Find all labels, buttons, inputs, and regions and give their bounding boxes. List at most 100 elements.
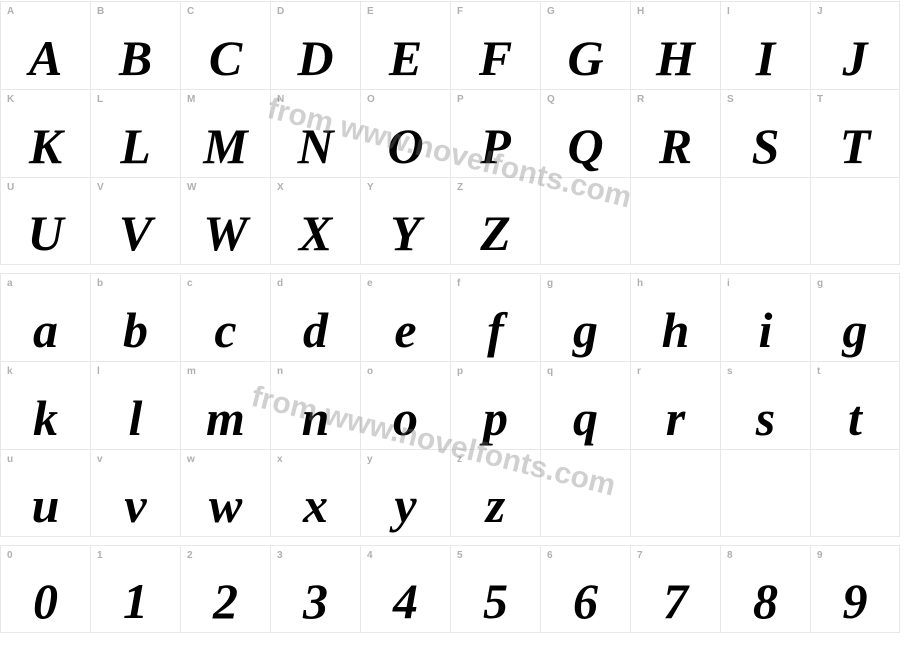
glyph-cell-label: p: [457, 366, 463, 377]
glyph-cell-glyph: t: [811, 393, 899, 443]
glyph-cell-label: l: [97, 366, 100, 377]
glyph-cell-glyph: M: [181, 121, 270, 171]
glyph-cell: cc: [180, 273, 270, 361]
glyph-cell: PP: [450, 89, 540, 177]
glyph-cell: yy: [360, 449, 450, 537]
glyph-cell-label: n: [277, 366, 283, 377]
glyph-cell-label: X: [277, 182, 284, 193]
glyph-cell: QQ: [540, 89, 630, 177]
glyph-cell: tt: [810, 361, 900, 449]
glyph-cell-label: N: [277, 94, 284, 105]
glyph-cell-label: u: [7, 454, 13, 465]
glyph-cell-label: R: [637, 94, 644, 105]
glyph-cell-label: f: [457, 278, 460, 289]
glyph-row: KKLLMMNNOOPPQQRRSSTT: [0, 89, 911, 177]
glyph-cell-glyph: P: [451, 121, 540, 171]
glyph-cell-label: 3: [277, 550, 283, 561]
glyph-row-group: aabbccddeeffgghhiiggkkllmmnnooppqqrrsstt…: [0, 273, 911, 537]
glyph-cell-label: A: [7, 6, 14, 17]
glyph-cell-glyph: 7: [631, 576, 720, 626]
glyph-cell-label: L: [97, 94, 103, 105]
glyph-cell: 77: [630, 545, 720, 633]
glyph-cell: nn: [270, 361, 360, 449]
glyph-cell-glyph: S: [721, 121, 810, 171]
glyph-cell: ww: [180, 449, 270, 537]
glyph-cell-glyph: l: [91, 393, 180, 443]
glyph-cell-glyph: k: [1, 393, 90, 443]
glyph-cell: DD: [270, 1, 360, 89]
glyph-cell: YY: [360, 177, 450, 265]
glyph-cell: OO: [360, 89, 450, 177]
glyph-cell: ee: [360, 273, 450, 361]
glyph-cell-glyph: X: [271, 208, 360, 258]
glyph-cell-label: T: [817, 94, 823, 105]
glyph-cell: [630, 449, 720, 537]
glyph-cell-label: m: [187, 366, 196, 377]
glyph-cell-label: 8: [727, 550, 733, 561]
glyph-cell: 55: [450, 545, 540, 633]
glyph-cell-glyph: w: [181, 480, 270, 530]
glyph-cell-glyph: f: [451, 305, 540, 355]
glyph-cell: TT: [810, 89, 900, 177]
glyph-cell-label: e: [367, 278, 373, 289]
glyph-cell-glyph: s: [721, 393, 810, 443]
glyph-cell: II: [720, 1, 810, 89]
glyph-cell: LL: [90, 89, 180, 177]
glyph-cell-label: c: [187, 278, 193, 289]
glyph-cell: [540, 177, 630, 265]
glyph-cell: uu: [0, 449, 90, 537]
glyph-cell: WW: [180, 177, 270, 265]
glyph-cell-glyph: G: [541, 33, 630, 83]
glyph-cell-label: Q: [547, 94, 555, 105]
glyph-cell-label: J: [817, 6, 823, 17]
glyph-cell-glyph: L: [91, 121, 180, 171]
glyph-cell-glyph: e: [361, 305, 450, 355]
glyph-cell: aa: [0, 273, 90, 361]
glyph-cell-glyph: 9: [811, 576, 899, 626]
glyph-cell: UU: [0, 177, 90, 265]
glyph-cell: SS: [720, 89, 810, 177]
glyph-cell: BB: [90, 1, 180, 89]
glyph-cell: EE: [360, 1, 450, 89]
glyph-cell-glyph: d: [271, 305, 360, 355]
glyph-cell-glyph: y: [361, 480, 450, 530]
glyph-cell: ZZ: [450, 177, 540, 265]
glyph-cell: [630, 177, 720, 265]
glyph-cell-label: V: [97, 182, 104, 193]
glyph-row: AABBCCDDEEFFGGHHIIJJ: [0, 1, 911, 89]
glyph-cell-glyph: i: [721, 305, 810, 355]
glyph-cell: [810, 177, 900, 265]
glyph-cell-glyph: Q: [541, 121, 630, 171]
glyph-cell-label: H: [637, 6, 644, 17]
glyph-cell: oo: [360, 361, 450, 449]
glyph-cell: ii: [720, 273, 810, 361]
glyph-cell: 00: [0, 545, 90, 633]
glyph-cell-glyph: Y: [361, 208, 450, 258]
glyph-cell: [720, 177, 810, 265]
glyph-cell-label: G: [547, 6, 555, 17]
glyph-cell-glyph: I: [721, 33, 810, 83]
glyph-cell: JJ: [810, 1, 900, 89]
glyph-row: 00112233445566778899: [0, 545, 911, 633]
glyph-cell-glyph: b: [91, 305, 180, 355]
glyph-cell: rr: [630, 361, 720, 449]
glyph-cell-label: B: [97, 6, 104, 17]
glyph-cell: xx: [270, 449, 360, 537]
glyph-cell-label: K: [7, 94, 14, 105]
glyph-cell-glyph: N: [271, 121, 360, 171]
glyph-cell: vv: [90, 449, 180, 537]
glyph-cell-label: 0: [7, 550, 13, 561]
glyph-cell-glyph: v: [91, 480, 180, 530]
glyph-cell-glyph: 4: [361, 576, 450, 626]
glyph-cell-label: 9: [817, 550, 823, 561]
glyph-cell-label: g: [817, 278, 823, 289]
glyph-cell-glyph: u: [1, 480, 90, 530]
glyph-cell-label: M: [187, 94, 195, 105]
glyph-cell-label: h: [637, 278, 643, 289]
glyph-cell-label: I: [727, 6, 730, 17]
glyph-cell-label: C: [187, 6, 194, 17]
glyph-cell-glyph: K: [1, 121, 90, 171]
glyph-cell-label: S: [727, 94, 734, 105]
glyph-cell: FF: [450, 1, 540, 89]
glyph-cell: HH: [630, 1, 720, 89]
